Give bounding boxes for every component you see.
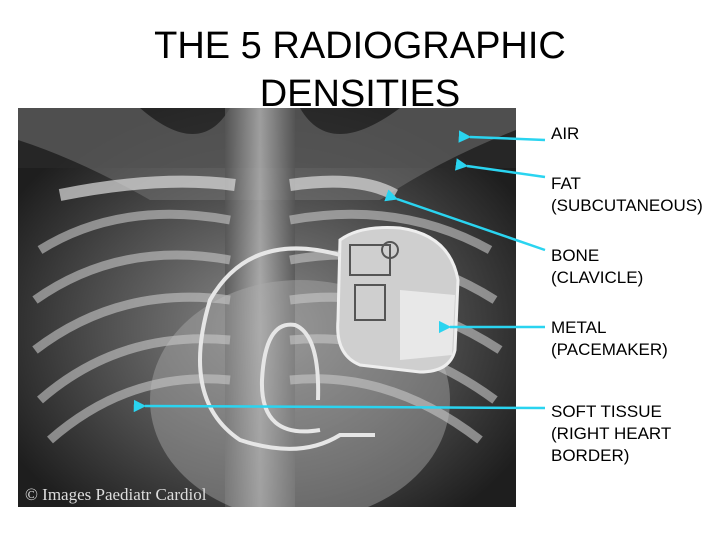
xray-image: [18, 108, 516, 507]
label-line: BONE: [551, 246, 599, 265]
label-line: (CLAVICLE): [551, 268, 643, 287]
label-line: METAL: [551, 318, 606, 337]
label-line: BORDER): [551, 446, 629, 465]
label-line: (RIGHT HEART: [551, 424, 671, 443]
image-credit: © Images Paediatr Cardiol: [25, 485, 207, 504]
label-line: SOFT TISSUE: [551, 402, 662, 421]
label-line: (SUBCUTANEOUS): [551, 196, 703, 215]
arrows: [133, 130, 546, 413]
label-line: (PACEMAKER): [551, 340, 668, 359]
title-line: THE 5 RADIOGRAPHIC: [154, 25, 566, 67]
label-line: AIR: [551, 124, 579, 143]
label-line: FAT: [551, 174, 581, 193]
